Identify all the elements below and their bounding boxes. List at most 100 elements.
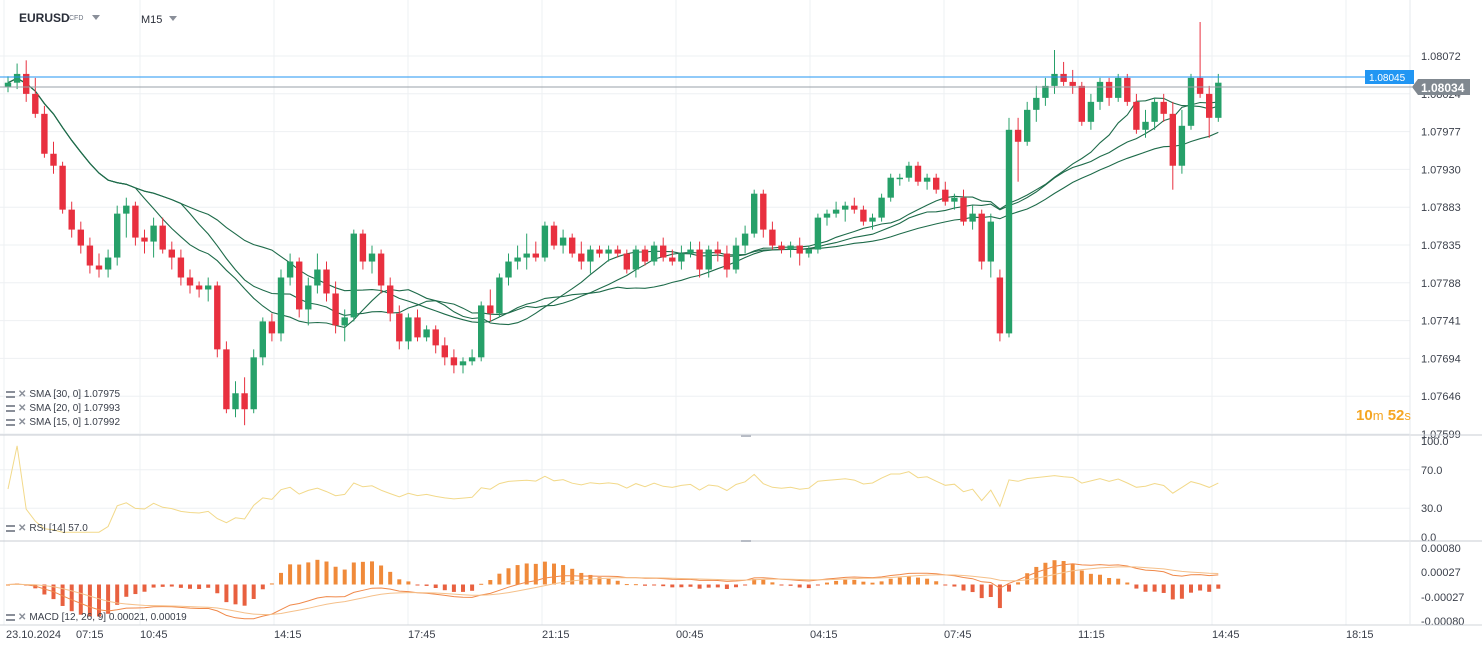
- pane-resize-handle[interactable]: [741, 435, 751, 437]
- macd-histogram-bar: [834, 580, 839, 585]
- macd-histogram-bar: [724, 584, 729, 589]
- timeframe-dropdown-icon[interactable]: [169, 16, 177, 21]
- candle-body: [1187, 77, 1195, 126]
- time-tick-label: 17:45: [408, 629, 436, 641]
- candle-body: [942, 189, 949, 202]
- time-tick-label: 10:45: [140, 629, 168, 641]
- macd-histogram-bar: [397, 579, 402, 585]
- candle-body: [468, 357, 476, 362]
- candle-body: [132, 205, 139, 238]
- candle-body: [705, 249, 712, 270]
- symbol-name[interactable]: EURUSD: [19, 11, 70, 25]
- macd-histogram-bar: [233, 584, 238, 605]
- chart-header: EURUSD CFD M15: [0, 0, 600, 34]
- indicator-settings-icon[interactable]: [6, 614, 15, 621]
- candle-body: [741, 233, 749, 246]
- macd-histogram-bar: [743, 584, 748, 586]
- macd-histogram-bar: [997, 584, 1002, 609]
- indicator-sma30-label: SMA [30, 0] 1.07975: [29, 389, 121, 400]
- candle-body: [851, 205, 858, 210]
- macd-histogram-bar: [552, 563, 556, 585]
- indicator-settings-icon[interactable]: [6, 419, 15, 426]
- macd-histogram-bar: [69, 584, 74, 612]
- candle-body: [23, 73, 30, 94]
- timeframe-selector[interactable]: M15: [141, 14, 163, 26]
- last-price-label: 1.08034: [1421, 81, 1465, 95]
- time-tick-label: 07:45: [944, 629, 972, 641]
- macd-histogram-bar: [633, 584, 638, 586]
- macd-histogram-bar: [1052, 560, 1057, 585]
- macd-histogram-bar: [497, 573, 502, 585]
- macd-histogram-bar: [1107, 578, 1112, 585]
- indicator-macd[interactable]: ✕ MACD [12, 26, 9] 0.00021, 0.00019: [6, 612, 187, 623]
- candle-body: [159, 225, 166, 250]
- indicator-settings-icon[interactable]: [6, 405, 15, 412]
- remove-indicator-icon[interactable]: ✕: [18, 612, 27, 623]
- remove-indicator-icon[interactable]: ✕: [18, 389, 27, 400]
- candle-body: [1087, 101, 1095, 122]
- candle-body: [1133, 101, 1140, 130]
- candle-body: [887, 177, 894, 198]
- candle-body: [587, 249, 594, 262]
- macd-histogram-bar: [133, 584, 138, 595]
- macd-histogram-bar: [988, 584, 993, 598]
- indicator-sma15-label: SMA [15, 0] 1.07992: [29, 417, 121, 428]
- macd-histogram-bar: [224, 584, 229, 603]
- indicator-settings-icon[interactable]: [6, 525, 15, 532]
- candle-body: [687, 249, 694, 254]
- macd-histogram-bar: [479, 583, 484, 585]
- remove-indicator-icon[interactable]: ✕: [18, 403, 27, 414]
- indicator-sma30[interactable]: ✕ SMA [30, 0] 1.07975: [6, 389, 120, 400]
- rsi-panel: 100.070.030.00.0: [0, 436, 1449, 544]
- macd-histogram-bar: [597, 577, 602, 585]
- candle-body: [259, 321, 266, 358]
- price-tick-label: 1.08072: [1421, 51, 1461, 63]
- candle-body: [1078, 85, 1085, 122]
- candle-body: [760, 193, 767, 230]
- candle-body: [559, 237, 567, 246]
- time-tick-label: 21:15: [542, 629, 570, 641]
- candle-body: [104, 257, 112, 270]
- remove-indicator-icon[interactable]: ✕: [18, 417, 27, 428]
- macd-histogram-bar: [1170, 584, 1175, 600]
- indicator-sma15[interactable]: ✕ SMA [15, 0] 1.07992: [6, 417, 120, 428]
- candle-body: [1124, 77, 1131, 102]
- candle-body: [396, 313, 403, 342]
- macd-histogram-bar: [606, 578, 611, 585]
- macd-histogram-bar: [615, 580, 620, 585]
- macd-histogram-bar: [470, 584, 475, 591]
- macd-histogram-bar: [843, 579, 848, 585]
- symbol-dropdown-icon[interactable]: [92, 15, 100, 20]
- candle-body: [978, 213, 985, 262]
- macd-histogram-bar: [888, 578, 893, 585]
- candle-body: [696, 249, 703, 270]
- remove-indicator-icon[interactable]: ✕: [18, 523, 27, 534]
- macd-histogram-bar: [415, 584, 420, 586]
- candle-body: [769, 229, 776, 246]
- indicator-rsi[interactable]: ✕ RSI [14] 57.0: [6, 523, 88, 534]
- candle-body: [541, 225, 549, 258]
- candle-body: [359, 233, 367, 262]
- candle-body: [1060, 73, 1067, 82]
- macd-histogram-bar: [333, 566, 338, 585]
- candle-body: [723, 253, 731, 270]
- candle-body: [114, 213, 121, 258]
- macd-histogram-bar: [679, 584, 684, 588]
- macd-tick-label: -0.00080: [1421, 616, 1464, 628]
- macd-histogram-bar: [979, 584, 984, 599]
- macd-histogram-bar: [661, 584, 666, 587]
- macd-histogram-bar: [561, 565, 566, 585]
- indicator-settings-icon[interactable]: [6, 391, 15, 398]
- pane-resize-handle[interactable]: [741, 540, 751, 542]
- candle-body: [141, 237, 148, 242]
- rsi-tick-label: 100.0: [1421, 436, 1449, 448]
- candle-body: [487, 305, 494, 314]
- candle-body: [605, 249, 612, 254]
- candle-body: [296, 261, 303, 310]
- macd-histogram-bar: [952, 584, 957, 587]
- candle-body: [177, 257, 185, 278]
- indicator-sma20[interactable]: ✕ SMA [20, 0] 1.07993: [6, 403, 120, 414]
- candle-body: [150, 225, 157, 242]
- candle-body: [268, 321, 276, 334]
